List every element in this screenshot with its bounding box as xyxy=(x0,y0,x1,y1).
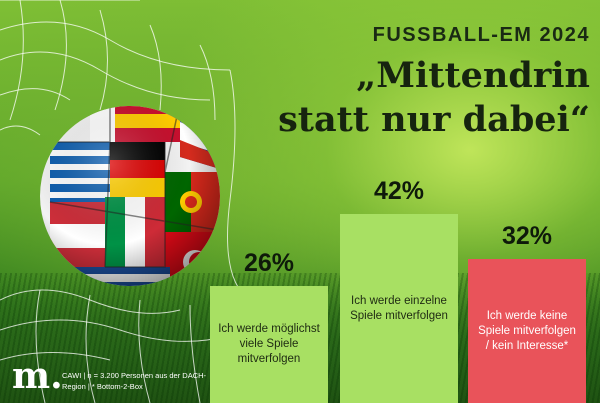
chart-bar-label-2: Ich werde einzelne Spiele mitverfolgen xyxy=(350,294,448,322)
brand-logo: m. xyxy=(12,355,63,397)
chart-bar-label-3: Ich werde keine Spiele mitverfolgen / ke… xyxy=(478,309,576,352)
chart-bar-2: Ich werde einzelne Spiele mitverfolgen xyxy=(340,214,458,403)
chart-bar-1: Ich werde möglichst viele Spiele mitverf… xyxy=(210,286,328,403)
chart-bar-3: Ich werde keine Spiele mitverfolgen / ke… xyxy=(468,259,586,403)
headline-line-2: statt nur dabei“ xyxy=(278,99,590,140)
chart-bar-label-1: Ich werde möglichst viele Spiele mitverf… xyxy=(218,323,320,365)
kicker-title: FUSSBALL-EM 2024 xyxy=(372,24,590,46)
method-note: CAWI | n = 3.200 Personen aus der DACH-R… xyxy=(62,371,207,391)
goal-net-graphic xyxy=(0,0,251,403)
headline: „Mittendrin statt nur dabei“ xyxy=(250,54,590,142)
flag-football-graphic xyxy=(40,106,220,286)
headline-line-1: „Mittendrin xyxy=(356,55,590,96)
chart-value-label-3: 32% xyxy=(501,222,553,250)
chart-value-label-1: 26% xyxy=(243,249,295,277)
chart-value-label-2: 42% xyxy=(373,177,425,205)
